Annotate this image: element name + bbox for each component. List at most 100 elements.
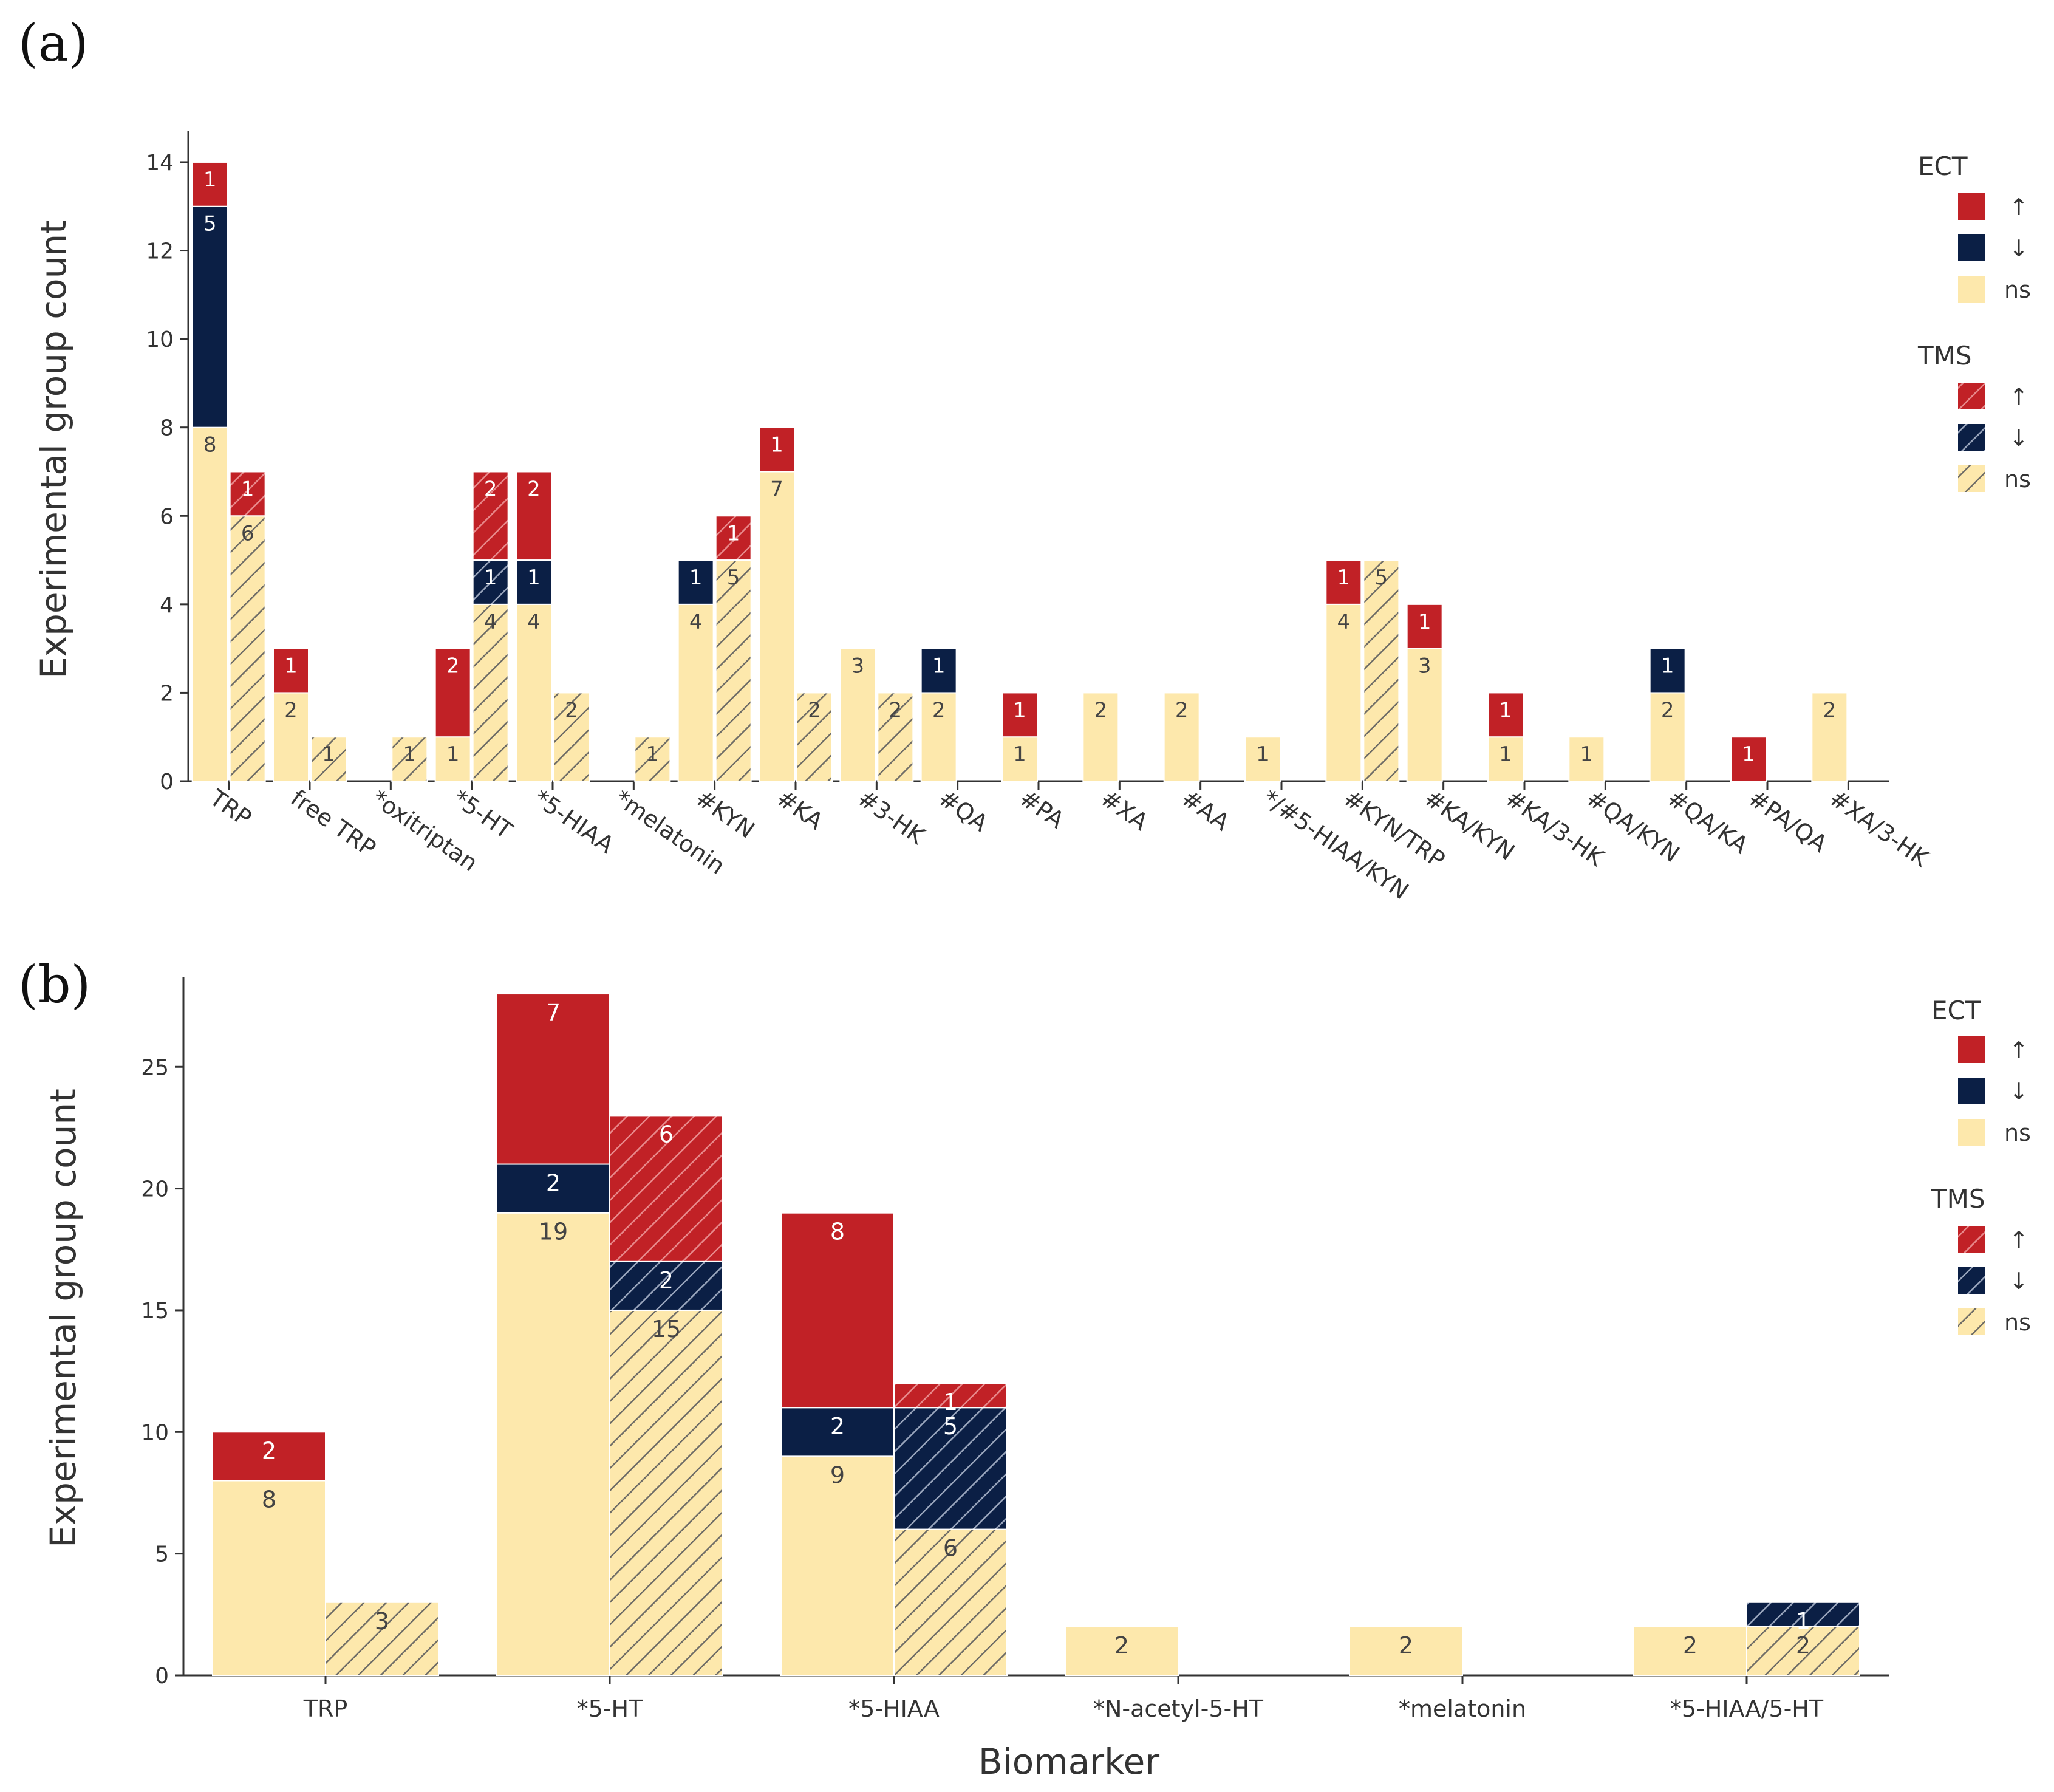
panel-a-bar-value-label: 2 bbox=[484, 477, 497, 501]
panel-a-bar-ect-ns bbox=[516, 603, 552, 782]
panel-b-bar-value-label: 5 bbox=[943, 1413, 958, 1440]
panel-b-y-tick-label: 25 bbox=[141, 1055, 169, 1080]
panel-b-bar-value-label: 6 bbox=[943, 1535, 958, 1562]
panel-b-bar-tms-down bbox=[609, 1260, 723, 1311]
panel-a-y-tick-label: 8 bbox=[160, 416, 174, 441]
panel-a-bar-value-label: 2 bbox=[284, 698, 298, 722]
panel-b-bar-ect-ns bbox=[1633, 1626, 1747, 1676]
panel-b-x-tick-label: *5-HT bbox=[577, 1695, 643, 1722]
panel-a-bar-tms-down bbox=[472, 559, 509, 605]
panel-a-bar-value-label: 2 bbox=[932, 698, 946, 722]
panel-b-bar-tms-ns bbox=[325, 1601, 439, 1677]
panel-a-x-tick-label: #KYN bbox=[691, 784, 760, 843]
panel-a-y-tick-label: 4 bbox=[160, 593, 174, 618]
panel-a-legend-tms-title: TMS bbox=[1917, 341, 1972, 371]
panel-b-bar-ect-ns bbox=[1065, 1626, 1179, 1676]
panel-a-legend-ect-down-label: ↓ bbox=[2009, 235, 2028, 262]
panel-b-bar-value-label: 2 bbox=[830, 1413, 845, 1440]
panel-a-bar-value-label: 2 bbox=[446, 654, 460, 679]
panel-a-bar-tms-up bbox=[472, 471, 509, 561]
panel-a-x-tick-label: #XA/3-HK bbox=[1824, 784, 1934, 872]
panel-a-bar-ect-ns bbox=[1001, 736, 1038, 782]
panel-a-bar-value-label: 2 bbox=[1661, 698, 1674, 722]
panel-b-bar-value-label: 2 bbox=[262, 1437, 276, 1464]
panel-a-x-tick-label: #XA bbox=[1096, 784, 1153, 835]
panel-b-y-tick-label: 5 bbox=[155, 1542, 169, 1567]
panel-a-letter: (a) bbox=[18, 13, 89, 73]
panel-a-bar-value-label: 6 bbox=[241, 521, 254, 545]
panel-b-bar-value-label: 15 bbox=[652, 1316, 681, 1342]
panel-a-bar-tms-ns bbox=[715, 559, 752, 782]
panel-a-y-tick-label: 2 bbox=[160, 681, 174, 706]
panel-b-x-tick-label: *5-HIAA bbox=[848, 1695, 940, 1722]
panel-a-bar-value-label: 3 bbox=[1418, 654, 1431, 679]
panel-a-bar-ect-ns bbox=[1244, 736, 1281, 782]
panel-a-bar-ect-up bbox=[1325, 559, 1362, 605]
panel-b-bar-value-label: 2 bbox=[1399, 1632, 1413, 1659]
panel-b-y-axis-title: Experimental group count bbox=[43, 1089, 84, 1548]
panel-a-legend-tms-up-label: ↑ bbox=[2009, 383, 2028, 410]
panel-b-legend-ect-ns-label: ns bbox=[2004, 1120, 2031, 1146]
panel-a-y-tick-label: 6 bbox=[160, 504, 174, 529]
panel-a-bar-value-label: 2 bbox=[1175, 698, 1189, 722]
panel-a-legend-tms-down-label: ↓ bbox=[2009, 425, 2028, 451]
panel-a-legend-ect-title: ECT bbox=[1918, 151, 1968, 181]
panel-a-bar-ect-ns bbox=[1325, 603, 1362, 782]
panel-a-y-tick-label: 14 bbox=[146, 151, 174, 176]
panel-a-bar-value-label: 1 bbox=[403, 742, 417, 767]
panel-b-bar-ect-ns bbox=[1349, 1626, 1463, 1676]
panel-a-bar-ect-ns bbox=[920, 692, 957, 782]
panel-a-bar-value-label: 1 bbox=[446, 742, 460, 767]
panel-b-bar-value-label: 19 bbox=[539, 1219, 568, 1245]
panel-a-bar-tms-ns bbox=[310, 736, 347, 782]
panel-a-y-tick-label: 12 bbox=[146, 239, 174, 264]
panel-b-x-axis-title: Biomarker bbox=[978, 1741, 1159, 1782]
panel-b-legend-tms-up-swatch bbox=[1958, 1226, 1985, 1253]
panel-a-bar-value-label: 1 bbox=[689, 566, 703, 590]
panel-b-legend-ect-ns-swatch bbox=[1958, 1119, 1985, 1146]
panel-a-bar-value-label: 5 bbox=[727, 566, 740, 590]
panel-b-legend-tms-up-label: ↑ bbox=[2009, 1226, 2028, 1253]
panel-a-bar-value-label: 1 bbox=[727, 521, 740, 545]
panel-a-bar-ect-up bbox=[759, 426, 795, 473]
panel-a-bar-value-label: 2 bbox=[565, 698, 578, 722]
panel-a-bar-tms-ns bbox=[634, 736, 671, 782]
panel-a-bar-value-label: 4 bbox=[689, 610, 703, 634]
panel-a-x-tick-label: TRP bbox=[205, 784, 256, 832]
panel-a-bar-value-label: 2 bbox=[1823, 698, 1837, 722]
panel-b-legend-ect-up-swatch bbox=[1958, 1036, 1985, 1063]
panel-b-legend-tms-down-swatch bbox=[1958, 1267, 1985, 1294]
panel-b-bar-value-label: 1 bbox=[943, 1389, 958, 1415]
panel-a-bar-ect-ns bbox=[759, 471, 795, 782]
panel-a-bar-value-label: 2 bbox=[808, 698, 821, 722]
panel-a-x-tick-label: *5-HT bbox=[448, 784, 518, 844]
panel-b-x-tick-label: TRP bbox=[303, 1695, 348, 1722]
panel-b-bar-ect-down bbox=[780, 1407, 895, 1457]
panel-b-bar-tms-ns bbox=[609, 1309, 723, 1676]
panel-a-legend-ect-ns-swatch bbox=[1958, 276, 1985, 303]
panel-a-bar-ect-ns bbox=[1487, 736, 1524, 782]
panel-a-bar-value-label: 1 bbox=[241, 477, 254, 501]
panel-a-bar-value-label: 1 bbox=[284, 654, 298, 679]
panel-a-bar-value-label: 1 bbox=[1013, 698, 1026, 722]
panel-a-bar-ect-down bbox=[677, 559, 714, 605]
panel-a-bar-ect-up bbox=[1001, 692, 1038, 738]
panel-a-bar-value-label: 8 bbox=[203, 433, 217, 457]
panel-a-bar-tms-up bbox=[715, 515, 752, 561]
panel-a-bar-value-label: 4 bbox=[527, 610, 541, 634]
panel-b-bar-tms-down bbox=[1746, 1601, 1860, 1627]
panel-a-bar-ect-ns bbox=[839, 648, 876, 782]
panel-b-bar-value-label: 8 bbox=[262, 1486, 276, 1513]
panel-a-bar-ect-ns bbox=[1082, 692, 1119, 782]
panel-a-x-tick-label: #KA bbox=[772, 784, 828, 835]
panel-a-x-tick-label: #3-HK bbox=[853, 784, 930, 849]
panel-a-bar-ect-up bbox=[516, 471, 552, 561]
panel-b-y-tick-label: 15 bbox=[141, 1299, 169, 1324]
panel-b-legend-ect-down-label: ↓ bbox=[2009, 1078, 2028, 1105]
panel-a-bar-tms-ns bbox=[229, 515, 266, 782]
panel-b-bar-value-label: 2 bbox=[1683, 1632, 1697, 1659]
panel-b-bar-value-label: 9 bbox=[830, 1462, 845, 1488]
panel-a-legend-ect-down-swatch bbox=[1958, 234, 1985, 261]
panel-a-bar-value-label: 1 bbox=[646, 742, 660, 767]
panel-a-bar-value-label: 1 bbox=[1499, 742, 1512, 767]
